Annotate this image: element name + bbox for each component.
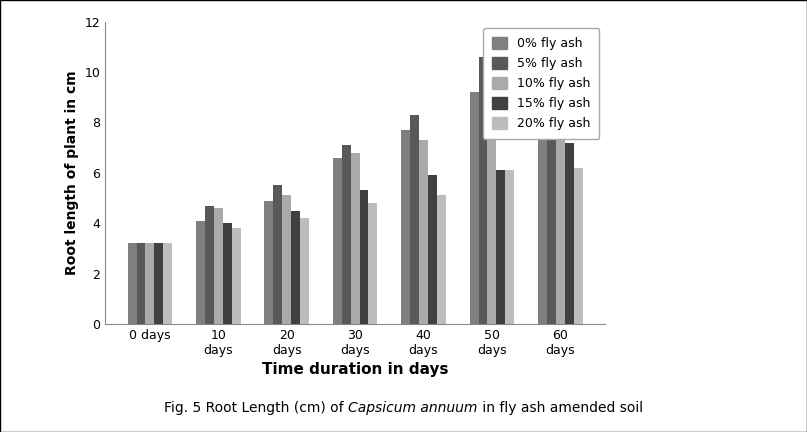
Bar	[350, 152, 360, 324]
Text: Capsicum annuum: Capsicum annuum	[349, 401, 478, 415]
Bar	[332, 158, 341, 324]
Bar	[136, 243, 145, 324]
Bar	[232, 228, 240, 324]
Bar	[274, 185, 282, 324]
Bar	[341, 145, 350, 324]
Bar	[300, 218, 309, 324]
Bar	[538, 70, 547, 324]
X-axis label: Time duration in days: Time duration in days	[261, 362, 449, 378]
Legend: 0% fly ash, 5% fly ash, 10% fly ash, 15% fly ash, 20% fly ash: 0% fly ash, 5% fly ash, 10% fly ash, 15%…	[483, 28, 599, 139]
Bar	[291, 211, 300, 324]
Bar	[154, 243, 163, 324]
Bar	[282, 196, 291, 324]
Text: Fig. 5 Root Length (cm) of: Fig. 5 Root Length (cm) of	[165, 401, 349, 415]
Text: in fly ash amended soil: in fly ash amended soil	[478, 401, 642, 415]
Bar	[196, 221, 205, 324]
Bar	[163, 243, 172, 324]
Bar	[205, 206, 214, 324]
Bar	[145, 243, 154, 324]
Bar	[470, 92, 479, 324]
Bar	[214, 208, 223, 324]
Bar	[565, 143, 574, 324]
Bar	[505, 170, 514, 324]
Bar	[437, 196, 445, 324]
Bar	[369, 203, 378, 324]
Bar	[128, 243, 136, 324]
Bar	[410, 115, 419, 324]
Bar	[428, 175, 437, 324]
Bar	[360, 191, 369, 324]
Bar	[265, 200, 274, 324]
Bar	[401, 130, 410, 324]
Bar	[479, 57, 487, 324]
Bar	[487, 79, 496, 324]
Bar	[496, 170, 505, 324]
Y-axis label: Root length of plant in cm: Root length of plant in cm	[65, 70, 78, 275]
Bar	[419, 140, 428, 324]
Bar	[223, 223, 232, 324]
Bar	[574, 168, 583, 324]
Bar	[547, 49, 556, 324]
Bar	[556, 77, 565, 324]
